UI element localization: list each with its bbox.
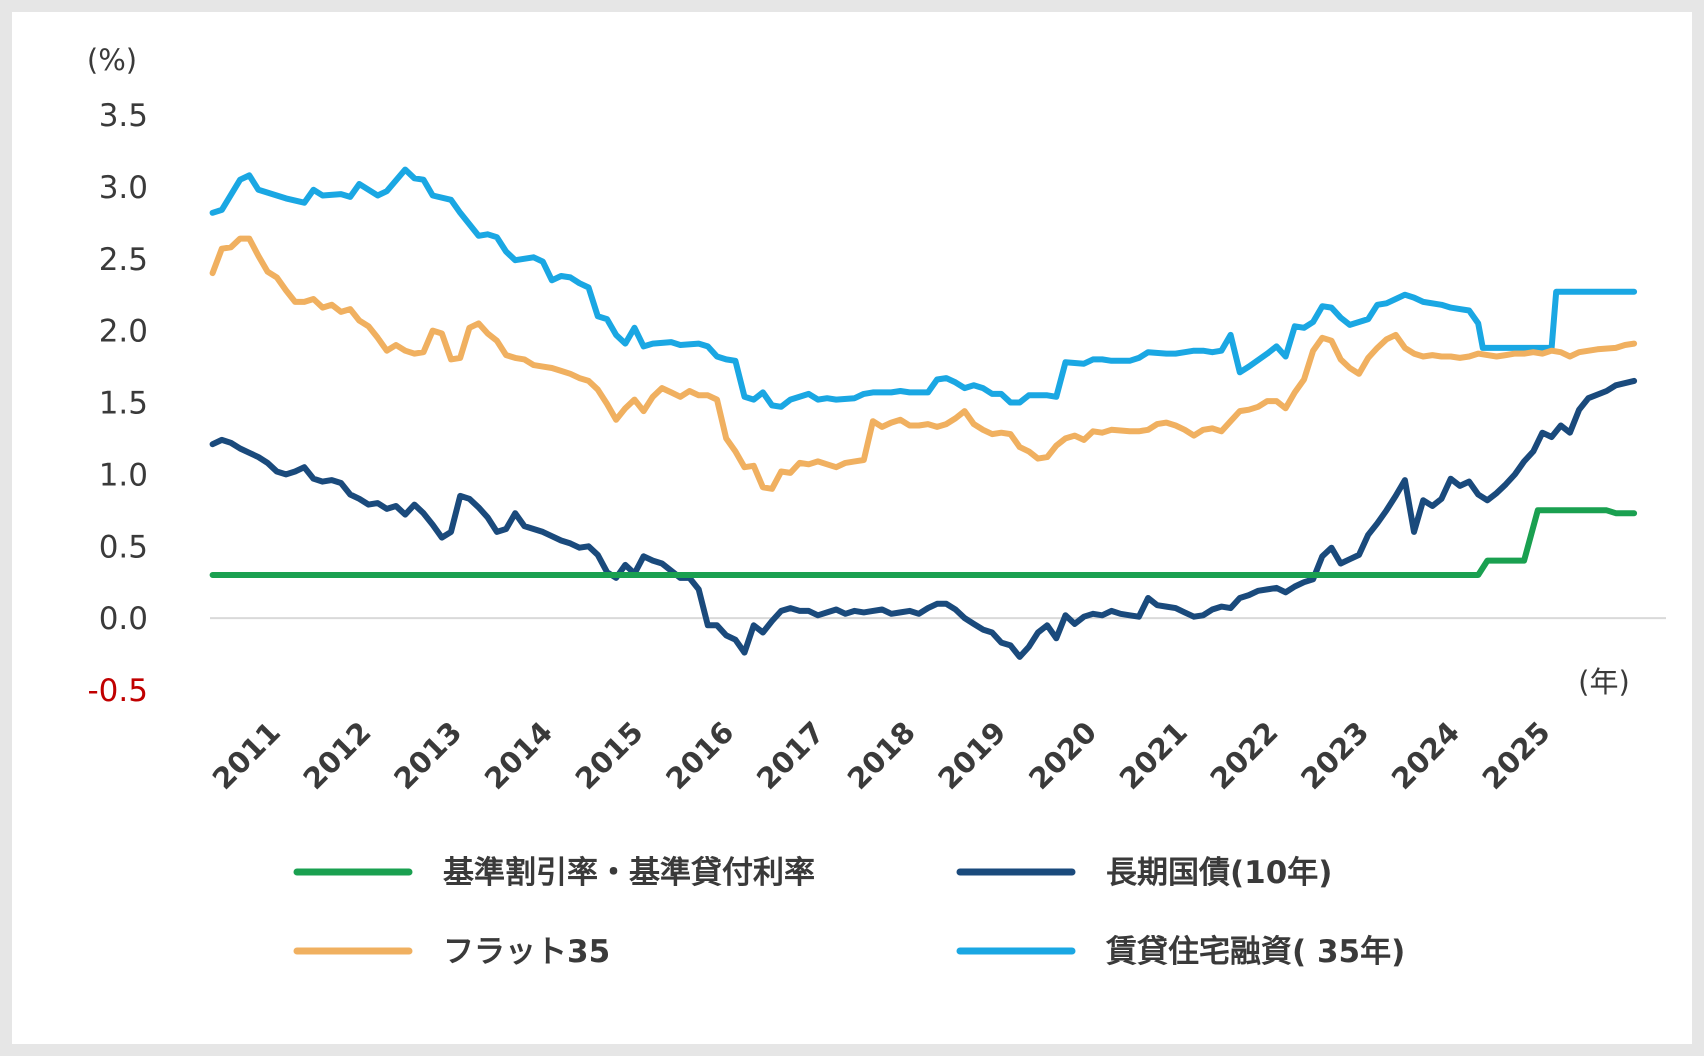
- x-tick-label: 2023: [1294, 715, 1375, 796]
- x-tick-label: 2012: [297, 715, 378, 796]
- x-tick-label: 2011: [206, 715, 287, 796]
- series-lines: [209, 166, 1638, 660]
- y-tick-label: -0.5: [88, 673, 149, 709]
- x-tick-label: 2019: [931, 715, 1012, 796]
- x-tick-label: 2024: [1385, 715, 1466, 796]
- y-tick-label: 2.0: [99, 314, 148, 350]
- legend-label: 賃貸住宅融資( 35年): [1105, 934, 1405, 970]
- series-line-0: [209, 166, 1638, 410]
- y-tick-label: 0.5: [99, 529, 148, 565]
- y-tick-label: 1.5: [99, 386, 148, 422]
- x-tick-label: 2021: [1113, 715, 1194, 796]
- x-tick-label: 2018: [841, 715, 922, 796]
- x-tick-label: 2022: [1204, 715, 1285, 796]
- legend-label: 長期国債(10年): [1106, 855, 1332, 891]
- x-tick-label: 2015: [569, 715, 650, 796]
- line-chart: (%) (年) 3.5 3.0 2.5 2.0 1.5 1.0 0.5 0.0 -0.5 201…: [87, 43, 1666, 970]
- legend-label: フラット35: [443, 934, 610, 970]
- y-axis-unit: (%): [87, 43, 137, 77]
- x-tick-label: 2014: [478, 715, 559, 796]
- y-tick-label: 3.5: [99, 98, 148, 134]
- series-line-1: [209, 235, 1638, 492]
- x-tick-label: 2016: [659, 715, 740, 796]
- legend-label: 基準割引率・基準貸付利率: [443, 855, 815, 891]
- x-tick-label: 2013: [387, 715, 468, 796]
- y-tick-label: 1.0: [99, 457, 148, 493]
- y-axis-ticks: 3.5 3.0 2.5 2.0 1.5 1.0 0.5 0.0 -0.5: [88, 98, 149, 709]
- x-tick-label: 2017: [750, 715, 831, 796]
- legend: 基準割引率・基準貸付利率 長期国債(10年) フラット35 賃貸住宅融資( 35年): [293, 855, 1405, 970]
- series-line-2: [209, 377, 1638, 660]
- chart-frame: (%) (年) 3.5 3.0 2.5 2.0 1.5 1.0 0.5 0.0 -0.5 201…: [12, 12, 1692, 1044]
- x-tick-label: 2025: [1476, 715, 1557, 796]
- y-tick-label: 2.5: [99, 242, 148, 278]
- y-tick-label: 3.0: [99, 170, 148, 206]
- x-tick-label: 2020: [1022, 715, 1103, 796]
- series-line-3: [209, 507, 1638, 578]
- x-axis-ticks: 2011 2012 2013 2014 2015 2016 2017 2018 2019 2020…: [206, 715, 1557, 796]
- y-tick-label: 0.0: [99, 601, 148, 637]
- x-axis-unit: (年): [1578, 665, 1630, 699]
